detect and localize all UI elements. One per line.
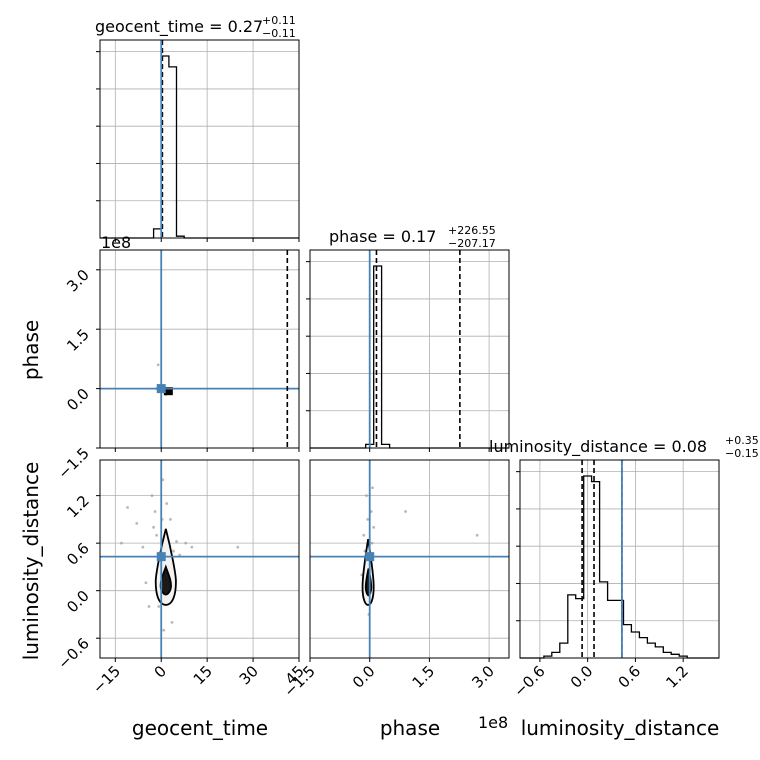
xticklabel-geocent_time-2: 15 (190, 662, 216, 688)
geocent_time-vs-luminosity_distance-point-21 (184, 541, 188, 545)
yticklabel-luminosity_distance-1: 0.0 (63, 587, 93, 617)
offset-text-phase-y: 1e8 (101, 233, 131, 252)
title-luminosity_distance-name: luminosity_distance (489, 437, 648, 457)
geocent_time-vs-luminosity_distance-point-28 (152, 525, 155, 529)
title-phase: phase = 0.17 +226.55 −207.17 (329, 224, 496, 250)
geocent_time-vs-luminosity_distance-point-25 (236, 545, 240, 549)
title-luminosity_distance: luminosity_distance = 0.08 +0.35 −0.15 (489, 434, 759, 460)
yticklabel-phase-1: 0.0 (63, 385, 93, 415)
geocent_time-vs-luminosity_distance-point-2 (141, 545, 145, 549)
geocent_time-vs-luminosity_distance-point-22 (190, 545, 194, 549)
geocent_time-vs-luminosity_distance-point-19 (175, 540, 178, 543)
hist-geocent_time-frame (99, 39, 300, 239)
title-phase-minus: −207.17 (448, 237, 496, 250)
xticklabel-luminosity_distance-0: −0.6 (510, 662, 548, 700)
title-luminosity_distance-plus: +0.35 (725, 434, 759, 447)
phase-vs-luminosity_distance-point-13 (404, 510, 407, 513)
phase-vs-luminosity_distance-truth-marker (365, 552, 375, 562)
yticklabel-phase-3: 3.0 (63, 266, 93, 296)
phase-vs-luminosity_distance-point-7 (370, 541, 374, 545)
xlabel-geocent_time: geocent_time (132, 716, 268, 740)
xticklabel-luminosity_distance-3: 1.2 (662, 662, 692, 692)
phase-vs-luminosity_distance-point-2 (365, 494, 368, 498)
ylabel-luminosity_distance: luminosity_distance (19, 462, 43, 661)
geocent_time-vs-luminosity_distance-point-17 (169, 518, 172, 521)
title-geocent_time-plus: +0.11 (262, 14, 296, 27)
xticklabel-geocent_time-1: 0 (151, 662, 170, 681)
phase-vs-luminosity_distance-point-9 (371, 486, 374, 490)
hist-luminosity_distance-step (520, 475, 719, 659)
panel-hist-luminosity_distance (516, 459, 720, 662)
yticklabel-luminosity_distance-0: −0.6 (54, 634, 92, 672)
title-phase-plus: +226.55 (448, 224, 496, 237)
offset-text-phase-x: 1e8 (478, 713, 508, 732)
geocent_time-vs-luminosity_distance-truth-marker (156, 552, 166, 562)
xticklabel-luminosity_distance-2: 0.6 (615, 662, 645, 692)
xticklabel-phase-1: 0.0 (349, 662, 379, 692)
yticklabel-luminosity_distance-3: 1.2 (63, 492, 93, 522)
xticklabel-phase-0: −1.5 (280, 662, 318, 700)
geocent_time-vs-luminosity_distance-frame (99, 459, 300, 659)
geocent_time-vs-luminosity_distance-point-7 (157, 605, 161, 608)
geocent_time-vs-luminosity_distance-point-24 (120, 541, 123, 545)
geocent_time-vs-luminosity_distance-point-0 (126, 506, 129, 509)
xticklabel-phase-2: 1.5 (409, 662, 439, 692)
xticklabel-phase-3: 3.0 (468, 662, 498, 692)
geocent_time-vs-luminosity_distance-point-26 (147, 605, 151, 608)
ylabel-phase: phase (19, 320, 43, 380)
geocent_time-vs-luminosity_distance-point-11 (162, 628, 166, 632)
geocent_time-vs-luminosity_distance-point-23 (144, 581, 148, 585)
title-luminosity_distance-main: luminosity_distance = 0.08 (489, 437, 707, 457)
title-phase-median: 0.17 (401, 227, 437, 246)
hist-phase-frame (309, 249, 510, 449)
geocent_time-vs-phase-frame (99, 249, 300, 449)
panel-hist-geocent_time (96, 39, 300, 242)
panel-geocent_time-vs-phase (96, 249, 300, 452)
geocent_time-vs-luminosity_distance-point-18 (172, 549, 175, 553)
geocent_time-vs-luminosity_distance-point-3 (150, 494, 154, 498)
title-phase-name: phase (329, 227, 377, 246)
geocent_time-vs-luminosity_distance-point-29 (165, 502, 169, 505)
phase-vs-luminosity_distance-point-0 (366, 518, 370, 521)
xlabel-phase: phase (380, 716, 440, 740)
phase-vs-luminosity_distance-point-1 (362, 533, 366, 537)
panel-phase-vs-luminosity_distance (309, 459, 510, 662)
geocent_time-vs-luminosity_distance-point-4 (153, 510, 157, 513)
geocent_time-vs-phase-density-core (163, 387, 173, 396)
hist-phase-step (310, 265, 509, 449)
geocent_time-vs-luminosity_distance-point-1 (135, 521, 139, 525)
phase-vs-luminosity_distance-frame (309, 459, 510, 659)
geocent_time-vs-luminosity_distance-point-27 (170, 620, 174, 624)
hist-luminosity_distance-frame (519, 459, 720, 659)
phase-vs-luminosity_distance-point-10 (372, 525, 376, 529)
xticklabel-geocent_time-3: 30 (236, 662, 262, 688)
yticklabel-phase-0: −1.5 (54, 444, 92, 482)
title-geocent_time: geocent_time = 0.27 +0.11 −0.11 (95, 14, 296, 40)
yticklabel-phase-2: 1.5 (63, 325, 93, 355)
title-geocent_time-median: 0.27 (228, 17, 264, 36)
geocent_time-vs-luminosity_distance-point-5 (155, 533, 159, 537)
title-luminosity_distance-median: 0.08 (671, 437, 707, 456)
geocent_time-vs-phase-truth-marker (156, 384, 166, 394)
xticklabel-luminosity_distance-1: 0.0 (567, 662, 597, 692)
xlabel-luminosity_distance: luminosity_distance (521, 716, 720, 740)
panel-hist-phase (286, 249, 510, 452)
title-geocent_time-main: geocent_time = 0.27 (95, 17, 263, 37)
title-luminosity_distance-minus: −0.15 (725, 447, 759, 460)
title-geocent_time-minus: −0.11 (262, 27, 296, 40)
phase-vs-luminosity_distance-point-12 (475, 533, 479, 537)
yticklabel-luminosity_distance-2: 0.6 (63, 539, 93, 569)
title-phase-main: phase = 0.17 (329, 227, 436, 246)
hist-geocent_time-step (100, 55, 299, 239)
geocent_time-vs-phase-point-8 (156, 363, 160, 367)
title-geocent_time-name: geocent_time (95, 17, 204, 37)
panel-geocent_time-vs-luminosity_distance (96, 459, 300, 662)
xticklabel-geocent_time-0: −15 (89, 662, 124, 697)
